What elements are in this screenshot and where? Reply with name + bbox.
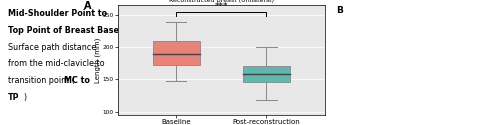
Text: TP: TP: [8, 93, 19, 102]
Y-axis label: Length (mm): Length (mm): [94, 37, 100, 83]
Text: C: C: [421, 6, 428, 15]
Text: ): ): [23, 93, 26, 102]
Bar: [243, 66, 290, 82]
Text: ***: ***: [214, 2, 228, 12]
Text: MC to: MC to: [64, 76, 90, 85]
Text: from the mid-clavicle to: from the mid-clavicle to: [8, 59, 104, 68]
Text: transition point (: transition point (: [8, 76, 74, 85]
Text: Mid-Shoulder Point to: Mid-Shoulder Point to: [8, 9, 106, 18]
Text: B: B: [336, 6, 342, 15]
Text: Surface path distance: Surface path distance: [8, 42, 96, 51]
Text: Top Point of Breast Base:: Top Point of Breast Base:: [8, 26, 122, 35]
Bar: [152, 41, 200, 65]
Title: Mid-Shoulder Point to Top Point of Breast Base Measurement
Reconstructed Breast : Mid-Shoulder Point to Top Point of Breas…: [126, 0, 316, 3]
Text: A: A: [84, 1, 92, 11]
